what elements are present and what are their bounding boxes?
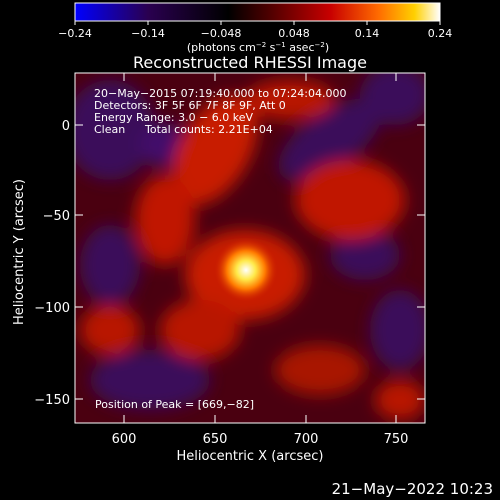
colorbar-tick-label: −0.24 [58,27,92,40]
heatmap-image [75,73,425,423]
y-axis [75,124,425,400]
annotation-clean: Clean [94,123,125,136]
colorbar-units: (photons cm−2 s−1 asec−2) [187,41,329,54]
x-tick-label: 600 [112,432,137,447]
annotation-energy: Energy Range: 3.0 − 6.0 keV [94,111,254,124]
x-tick-label: 750 [384,432,409,447]
y-tick-label: 0 [62,119,70,134]
x-axis [123,73,397,423]
footer-date: 21−May−2022 10:23 [332,480,493,498]
annotation-counts: Total counts: 2.21E+04 [144,123,273,136]
x-tick-label: 700 [294,432,319,447]
chart-title: Reconstructed RHESSI Image [133,53,367,72]
x-axis-label: Heliocentric X (arcsec) [177,449,324,464]
colorbar-tick-label: −0.048 [201,27,242,40]
colorbar-tick-label: 0.048 [278,27,310,40]
colorbar-gradient [74,2,441,22]
y-tick-label: −100 [34,301,70,316]
y-axis-label: Heliocentric Y (arcsec) [12,179,27,325]
colorbar-tick-label: 0.24 [428,27,453,40]
annotation-peak-position: Position of Peak = [669,−82] [95,398,254,411]
y-tick-label: −50 [43,209,70,224]
colorbar-ticks [74,21,441,25]
x-tick-label: 650 [203,432,228,447]
annotation-detectors: Detectors: 3F 5F 6F 7F 8F 9F, Att 0 [94,99,286,112]
colorbar-tick-label: 0.14 [355,27,380,40]
colorbar: −0.24 −0.14 −0.048 0.048 0.14 0.24 (phot… [58,2,453,54]
plot-frame [74,72,426,424]
peak-source [214,238,278,302]
colorbar-tick-label: −0.14 [131,27,165,40]
annotation-time: 20−May−2015 07:19:40.000 to 07:24:04.000 [94,87,347,100]
y-tick-label: −150 [34,393,70,408]
